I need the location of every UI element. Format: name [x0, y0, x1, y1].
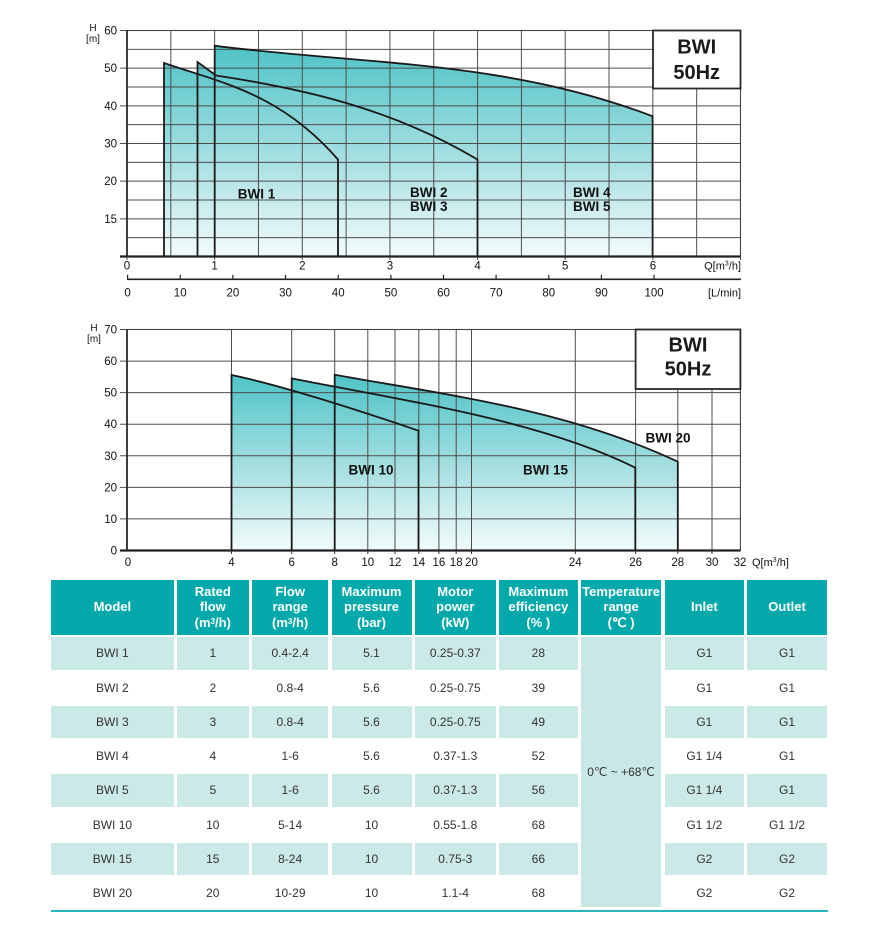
svg-text:Q[m3/h]: Q[m3/h] [704, 261, 741, 273]
svg-text:50: 50 [104, 63, 117, 75]
svg-text:BWI: BWI [669, 335, 708, 357]
svg-text:10: 10 [361, 557, 374, 569]
svg-text:15: 15 [104, 214, 117, 226]
svg-text:BWI 10: BWI 10 [348, 463, 393, 478]
svg-text:0: 0 [124, 288, 130, 300]
svg-text:30: 30 [706, 557, 719, 569]
svg-text:[m]: [m] [86, 34, 100, 45]
svg-text:8: 8 [331, 557, 337, 569]
svg-text:50: 50 [104, 388, 117, 400]
svg-text:BWI 2: BWI 2 [410, 185, 448, 200]
svg-text:28: 28 [671, 557, 684, 569]
svg-text:0: 0 [124, 261, 130, 273]
svg-text:BWI 4: BWI 4 [573, 185, 611, 200]
svg-text:6: 6 [288, 557, 294, 569]
svg-text:50Hz: 50Hz [673, 62, 720, 84]
svg-text:6: 6 [650, 261, 656, 273]
svg-text:26: 26 [629, 557, 642, 569]
svg-text:40: 40 [332, 288, 345, 300]
svg-text:20: 20 [465, 557, 478, 569]
svg-text:3: 3 [387, 261, 393, 273]
svg-text:60: 60 [437, 288, 450, 300]
svg-text:12: 12 [389, 557, 402, 569]
svg-text:40: 40 [104, 419, 117, 431]
svg-text:BWI 15: BWI 15 [523, 463, 569, 478]
svg-text:10: 10 [104, 514, 117, 526]
svg-text:14: 14 [412, 557, 425, 569]
svg-text:20: 20 [104, 482, 117, 494]
svg-text:18: 18 [450, 557, 463, 569]
svg-text:H: H [89, 23, 96, 34]
svg-text:70: 70 [490, 288, 503, 300]
svg-text:30: 30 [104, 139, 117, 151]
svg-text:70: 70 [104, 325, 117, 337]
svg-text:[L/min]: [L/min] [708, 288, 741, 300]
svg-text:1: 1 [211, 261, 217, 273]
svg-text:50: 50 [385, 288, 398, 300]
svg-text:H: H [90, 323, 97, 334]
svg-text:30: 30 [279, 288, 292, 300]
svg-text:BWI 5: BWI 5 [573, 199, 611, 214]
svg-text:20: 20 [104, 176, 117, 188]
svg-text:4: 4 [474, 261, 481, 273]
svg-text:16: 16 [433, 557, 446, 569]
svg-text:BWI 3: BWI 3 [410, 199, 448, 214]
svg-text:2: 2 [299, 261, 305, 273]
svg-text:24: 24 [569, 557, 582, 569]
svg-text:50Hz: 50Hz [665, 359, 712, 381]
svg-text:Q[m3/h]: Q[m3/h] [752, 557, 789, 569]
svg-text:80: 80 [542, 288, 555, 300]
svg-text:40: 40 [104, 101, 117, 113]
svg-text:60: 60 [104, 356, 117, 368]
svg-text:BWI: BWI [677, 36, 716, 58]
svg-text:BWI 20: BWI 20 [645, 431, 690, 446]
svg-text:20: 20 [227, 288, 240, 300]
svg-text:4: 4 [228, 557, 235, 569]
svg-text:90: 90 [595, 288, 608, 300]
svg-text:0: 0 [125, 557, 131, 569]
svg-text:30: 30 [104, 451, 117, 463]
svg-text:10: 10 [174, 288, 187, 300]
svg-text:32: 32 [734, 557, 747, 569]
svg-text:BWI 1: BWI 1 [238, 187, 276, 202]
svg-text:100: 100 [645, 288, 664, 300]
svg-text:60: 60 [104, 26, 117, 38]
svg-text:[m]: [m] [87, 334, 101, 345]
svg-text:5: 5 [562, 261, 568, 273]
svg-text:0: 0 [111, 546, 117, 558]
